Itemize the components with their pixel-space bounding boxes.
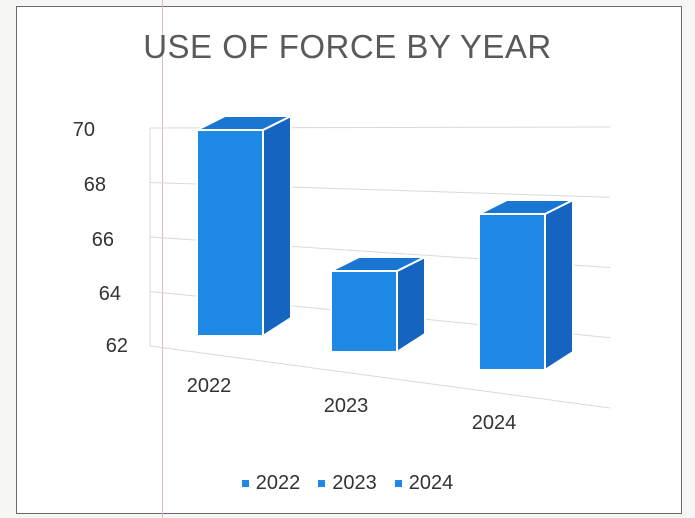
y-tick-label: 62 (106, 335, 128, 357)
gridline (149, 345, 611, 409)
legend-item-2022: 2022 (241, 472, 301, 495)
x-category-label: 2024 (472, 412, 517, 434)
bar-2024 (478, 198, 574, 372)
bars (196, 114, 574, 372)
y-tick-label: 66 (92, 229, 114, 251)
legend-swatch (394, 480, 402, 487)
bar-side-face (396, 255, 426, 354)
legend-swatch (241, 480, 249, 487)
bar-2022 (196, 114, 292, 338)
legend-swatch (318, 480, 326, 487)
legend-label: 2024 (408, 472, 454, 494)
bar-2023 (330, 255, 426, 354)
x-category-label: 2023 (324, 395, 369, 417)
x-axis-labels: 2022 2023 2024 (187, 375, 517, 434)
legend-item-2023: 2023 (318, 472, 377, 495)
y-tick-label: 64 (99, 283, 121, 305)
paper-fold-line (162, 0, 163, 518)
bar-side-face (262, 114, 292, 338)
x-category-label: 2022 (187, 375, 232, 397)
y-axis-ticks: 70 68 66 64 62 (73, 119, 128, 357)
bar-front-face (196, 129, 264, 337)
legend-label: 2022 (255, 472, 301, 494)
bar-side-face (544, 198, 574, 372)
legend-label: 2023 (332, 472, 377, 494)
y-tick-label: 68 (84, 174, 106, 196)
legend-item-2024: 2024 (394, 472, 454, 495)
y-tick-label: 70 (73, 119, 95, 141)
bar-front-face (478, 213, 546, 371)
legend: 2022 2023 2024 (0, 472, 695, 495)
chart-title: USE OF FORCE BY YEAR (143, 28, 552, 65)
bar-front-face (330, 270, 398, 353)
